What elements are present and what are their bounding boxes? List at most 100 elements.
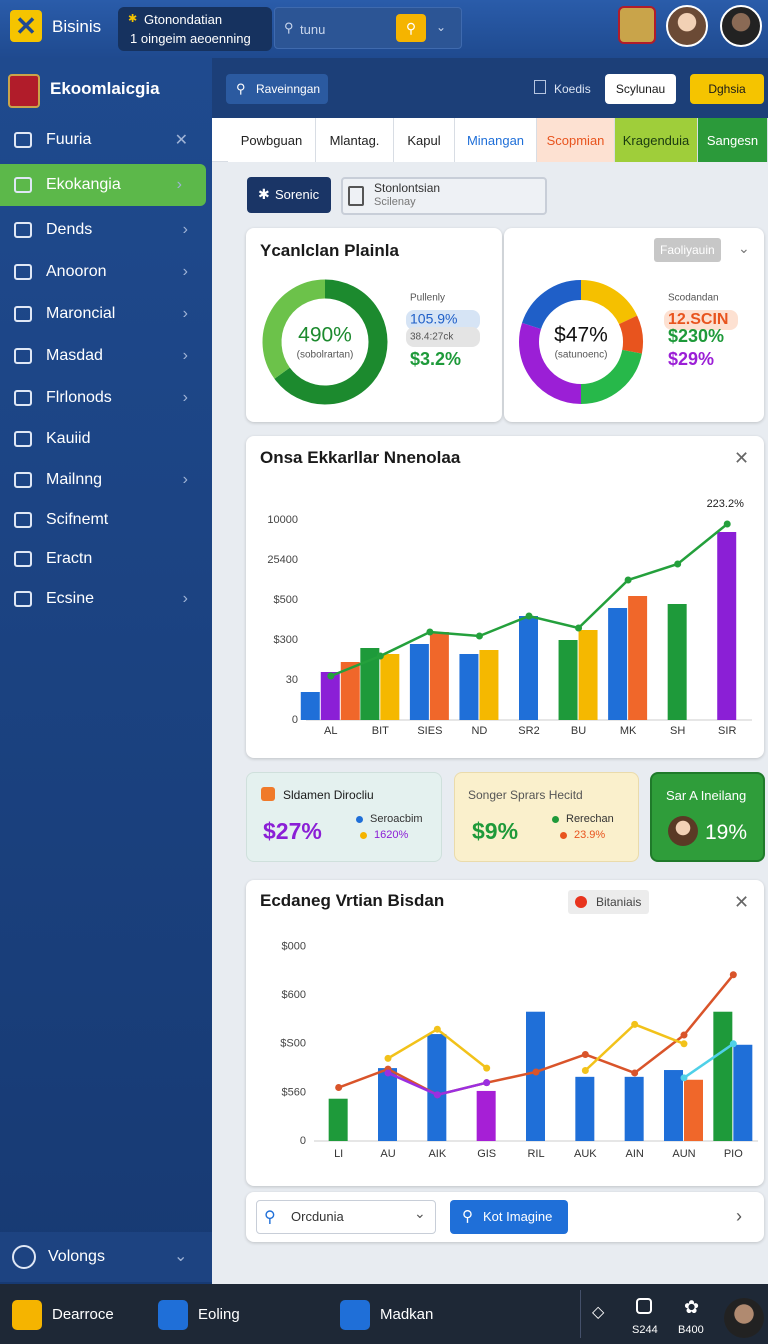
sidebar-item[interactable]: Flrlonods › [0,377,212,419]
search-text: tunu [300,22,326,37]
sidebar-item[interactable]: Ekokangia › [0,164,206,206]
menu-label[interactable]: Flrlonods [46,389,112,406]
kpi-value: $27% [263,818,322,844]
legend-chip-icon [575,896,587,908]
doc-icon [534,80,546,94]
divider [580,1290,581,1338]
nav-icon[interactable]: ◇ [592,1304,605,1321]
nav-icon[interactable] [158,1300,188,1330]
sidebar-item[interactable]: Scifnemt [0,499,212,541]
brand-logo[interactable]: ✕ [10,10,42,42]
menu-label[interactable]: Ecsine [46,590,95,607]
brand[interactable]: Bisinis [52,17,102,36]
filter-select[interactable]: Orcdunia [256,1200,436,1234]
notice-text: 1 oingeim aeoenning [130,31,251,46]
sidebar-item[interactable]: Masdad › [0,335,212,377]
menu-icon [14,348,32,364]
nav-label[interactable]: Eoling [198,1306,240,1323]
toolbar-accent[interactable]: Dghsia [690,74,764,104]
nav-icon[interactable]: ✿ [684,1297,700,1317]
toolbar-search-label[interactable]: Raveinngan [256,82,321,96]
kpi-card [246,772,442,862]
close-button[interactable]: ✕ [734,892,750,912]
doc-icon [348,186,364,206]
notice[interactable] [118,7,272,51]
tab[interactable]: Minangan [455,118,537,162]
menu-label[interactable]: Dends [46,221,93,238]
action-secondary-title: Stonlontsian [374,181,441,195]
menu-label[interactable]: Ekokangia [46,176,121,193]
close-button[interactable]: ✕ [734,448,750,468]
sidebar-item[interactable]: Kauiid [0,418,212,460]
footer-icon [12,1245,36,1269]
sidebar-item[interactable]: Fuuria ✕ [0,119,212,161]
sidebar-item[interactable]: Mailnng › [0,459,212,501]
avatar[interactable] [720,5,762,47]
legend-chip[interactable]: Bitaniais [568,890,650,914]
chart-card [246,880,764,1186]
tab[interactable]: Mlantag. [316,118,394,162]
legend-dot [560,832,567,839]
menu-label[interactable]: Maroncial [46,305,116,322]
menu-label[interactable]: Scifnemt [46,511,109,528]
action-secondary[interactable] [341,177,547,215]
sidebar-logo [8,74,40,108]
action-primary[interactable]: Sorenic [247,177,331,213]
sidebar-footer-label[interactable]: Volongs [48,1248,105,1265]
dropdown-caret[interactable]: ⌄ [738,240,750,256]
card-title: Ycanlclan Plainla [260,241,399,260]
menu-icon [14,222,32,238]
sidebar-title: Ekoomlaicgia [50,79,160,98]
filter-button[interactable]: Kot Imagine [450,1200,568,1234]
notice-icon: ✱ [128,13,138,25]
nav-icon[interactable] [340,1300,370,1330]
chart-title: Ecdaneg Vrtian Bisdan [260,891,445,910]
kpi-legend: Rerechan [566,813,614,825]
kpi-value: $9% [472,818,519,844]
menu-label[interactable]: Kauiid [46,430,91,447]
sidebar-item[interactable]: Eractn [0,538,212,580]
nav-label[interactable]: Madkan [380,1306,434,1323]
bottom-nav [0,1284,768,1344]
tab[interactable]: Kragenduia [615,118,698,162]
menu-label[interactable]: Fuuria [46,131,92,148]
toolbar-primary[interactable]: Scylunau [605,74,676,104]
menu-icon [14,512,32,528]
tab[interactable]: Scopmian [537,118,615,162]
kpi-avatar [668,816,698,846]
kpi-title: Sldamen Dirocliu [283,788,374,802]
chevron: ⌄ [174,1248,188,1265]
toolbar-link[interactable]: Koedis [554,82,591,96]
sidebar-item[interactable]: Maroncial › [0,293,212,335]
select-caret[interactable]: ⌄ [414,1205,426,1221]
tab[interactable]: Sangesn [698,118,768,162]
tab[interactable]: Powbguan [228,118,316,162]
menu-label[interactable]: Anooron [46,263,107,280]
chevron: › [182,389,188,406]
menu-label[interactable]: Mailnng [46,471,103,488]
menu-icon [14,472,32,488]
sidebar-item[interactable]: Ecsine › [0,578,212,620]
avatar[interactable] [666,5,708,47]
sidebar-item[interactable]: Anooron › [0,251,212,293]
next-arrow[interactable]: › [736,1206,742,1226]
nav-icon[interactable] [12,1300,42,1330]
search-caret[interactable]: ⌄ [436,20,447,34]
menu-label[interactable]: Eractn [46,550,93,567]
avatar[interactable] [724,1298,764,1338]
search-button[interactable]: ⚲ [396,14,426,42]
close-icon[interactable]: ✕ [174,132,188,149]
nav-label[interactable]: Dearroce [52,1306,114,1323]
search-box[interactable] [274,7,462,49]
dropdown[interactable]: Faoliyauin [654,238,721,262]
notice-title: Gtonondatian [144,12,223,27]
tab[interactable]: Kapul [394,118,455,162]
menu-label[interactable]: Masdad [46,347,103,364]
sidebar-item[interactable]: Dends › [0,209,212,251]
menu-icon [14,177,32,193]
nav-icon[interactable] [636,1298,652,1314]
menu-icon [14,390,32,406]
chevron: › [182,221,188,238]
sidebar [0,58,212,1284]
toolbar-search[interactable] [226,74,328,104]
